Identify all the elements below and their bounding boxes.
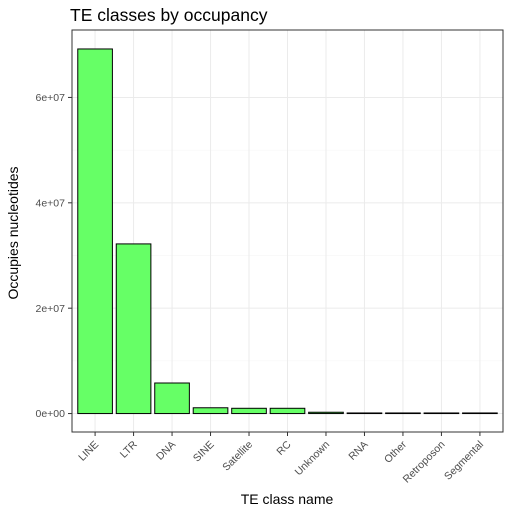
x-tick-label: LTR: [118, 438, 140, 460]
bar-other: [385, 412, 421, 415]
bar-retroposon: [423, 412, 460, 415]
y-axis-title: Occupies nucleotides: [5, 166, 21, 299]
chart-title: TE classes by occupancy: [70, 5, 268, 25]
y-tick-label: 0e+00: [36, 408, 66, 420]
bar-sine: [192, 407, 229, 415]
bar-segmental: [462, 412, 498, 415]
bar-line: [77, 48, 113, 415]
x-tick-label: RNA: [346, 439, 370, 463]
x-tick-label: Other: [382, 438, 409, 465]
x-tick-label: DNA: [154, 439, 178, 463]
bar-rna: [346, 412, 383, 415]
x-axis-title: TE class name: [241, 491, 334, 507]
y-tick-label: 4e+07: [36, 197, 66, 209]
x-tick-label: RC: [274, 438, 294, 458]
x-tick-label: Retroposon: [401, 439, 448, 486]
y-tick-label: 6e+07: [36, 92, 66, 104]
x-tick-label: Unknown: [293, 439, 333, 479]
bars: [77, 48, 498, 415]
y-tick-label: 2e+07: [36, 303, 66, 315]
bar-ltr: [115, 243, 152, 415]
x-tick-label: Satellite: [220, 439, 255, 474]
gridlines: [72, 30, 503, 432]
x-tick-label: LINE: [76, 439, 101, 464]
x-tick-label: Segmental: [442, 439, 486, 483]
bar-rc: [269, 407, 306, 415]
bar-dna: [154, 382, 190, 415]
x-tick-label: SINE: [191, 439, 217, 465]
bar-satellite: [231, 407, 267, 415]
bar-unknown: [308, 411, 344, 415]
